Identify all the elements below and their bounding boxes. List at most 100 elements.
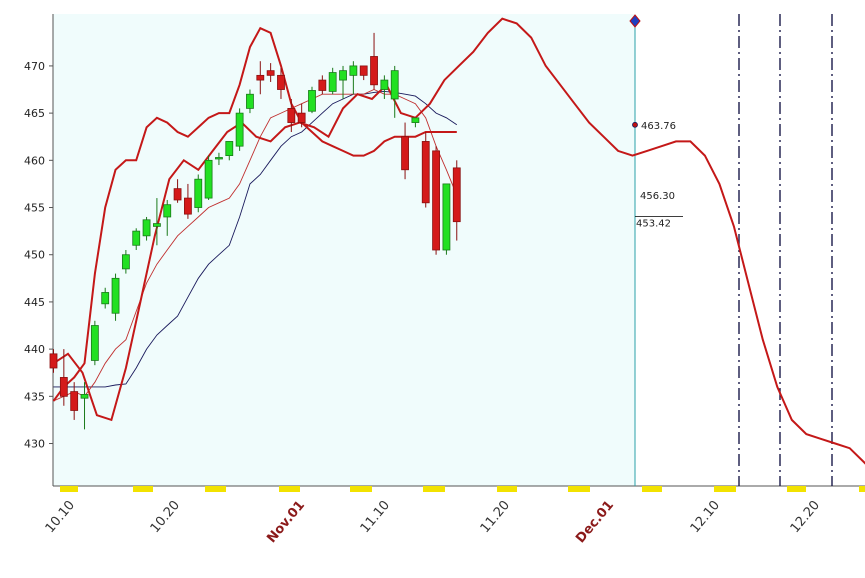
candle xyxy=(390,65,399,118)
y-tick-label: 435 xyxy=(24,390,45,403)
candle-body xyxy=(442,183,451,251)
candle-body xyxy=(390,70,399,100)
long-ma-endpoint xyxy=(632,121,638,128)
x-tick-label: Dec.01 xyxy=(573,498,617,546)
cycle-forecast-line xyxy=(52,17,865,465)
candle xyxy=(370,32,378,90)
candle-body xyxy=(184,197,192,215)
candle-body xyxy=(432,150,440,251)
candle xyxy=(308,86,316,114)
candle-body xyxy=(401,136,409,171)
candle xyxy=(277,67,285,99)
candle xyxy=(142,216,151,241)
x-tick-label: 12.10 xyxy=(688,498,723,536)
candle xyxy=(339,65,347,99)
price-label: 453.42 xyxy=(636,218,671,229)
candle xyxy=(184,183,192,219)
candle-body xyxy=(339,70,347,81)
x-tick-label: 11.20 xyxy=(478,498,513,536)
candle xyxy=(256,61,265,95)
candle-body xyxy=(49,353,58,369)
candle-body xyxy=(380,79,389,90)
candle-body xyxy=(90,325,99,361)
candle-body xyxy=(101,292,110,305)
candle-body xyxy=(411,117,420,123)
candle xyxy=(380,75,389,99)
y-tick-label: 455 xyxy=(24,202,45,215)
candle xyxy=(111,273,120,321)
candle xyxy=(132,228,141,250)
candle xyxy=(101,287,110,309)
candle xyxy=(297,103,306,128)
candle xyxy=(225,141,234,161)
candle xyxy=(59,349,68,406)
y-tick-label: 445 xyxy=(24,296,45,309)
candle-body xyxy=(246,93,254,109)
candle-body xyxy=(256,74,265,81)
candle-body xyxy=(173,188,182,201)
x-tick-block xyxy=(642,486,662,492)
y-tick-label: 440 xyxy=(24,343,45,356)
candle-body xyxy=(152,223,161,227)
candle xyxy=(80,382,89,430)
upper-band-line xyxy=(52,26,457,402)
candle xyxy=(432,146,440,255)
candle xyxy=(266,63,275,82)
vertical-markers xyxy=(629,14,833,486)
candle-body xyxy=(142,219,151,237)
candle-body xyxy=(287,108,296,123)
candle-body xyxy=(266,70,275,76)
candle-body xyxy=(308,90,316,112)
candle xyxy=(163,199,172,236)
x-tick-block xyxy=(423,486,445,492)
y-tick-label: 465 xyxy=(24,107,45,120)
candle xyxy=(318,75,327,95)
x-tick-block xyxy=(714,486,736,492)
candle xyxy=(421,132,430,208)
candle-body xyxy=(59,377,68,397)
price-label: 456.30 xyxy=(640,191,675,202)
candle-body xyxy=(80,394,89,399)
x-tick-block xyxy=(133,486,153,492)
candle xyxy=(235,108,244,151)
candle-body xyxy=(163,204,172,218)
x-tick-block xyxy=(205,486,226,492)
candle xyxy=(173,179,182,203)
candle xyxy=(194,174,203,213)
candle-body xyxy=(132,230,141,246)
current-day-marker xyxy=(629,14,641,28)
candle xyxy=(328,67,337,95)
candle-body xyxy=(318,79,327,91)
short-moving-average-line xyxy=(53,89,458,402)
candle xyxy=(204,155,213,200)
candle xyxy=(121,250,130,274)
candle xyxy=(152,198,161,246)
candle xyxy=(215,152,223,166)
candle-body xyxy=(421,141,430,204)
x-tick-block xyxy=(350,486,372,492)
y-tick-label: 470 xyxy=(24,60,45,73)
candle xyxy=(287,98,296,132)
candle xyxy=(359,65,368,81)
candle-body xyxy=(70,391,79,411)
candle xyxy=(90,320,99,366)
candle xyxy=(70,382,79,420)
y-tick-label: 460 xyxy=(24,154,45,167)
y-tick-label: 430 xyxy=(24,438,45,451)
candle xyxy=(401,122,409,180)
x-tick-block xyxy=(859,486,865,492)
series-lines xyxy=(52,17,865,465)
candle xyxy=(442,183,451,255)
candle-body xyxy=(277,74,285,90)
candle-body xyxy=(235,112,244,147)
x-tick-block xyxy=(787,486,806,492)
x-tick-block xyxy=(279,486,300,492)
x-tick-block xyxy=(497,486,517,492)
plot-background xyxy=(53,14,635,486)
candle-body xyxy=(225,141,234,157)
candle-body xyxy=(359,65,368,76)
candles xyxy=(49,32,461,430)
candle xyxy=(349,61,358,95)
candle xyxy=(49,349,58,373)
